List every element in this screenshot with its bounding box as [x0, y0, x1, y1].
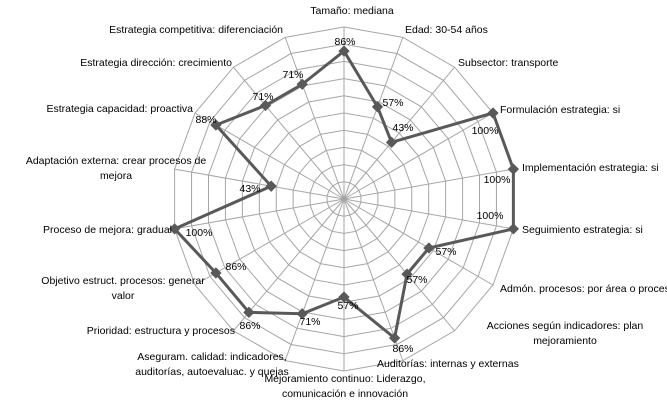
- axis-label: Seguimiento estrategia: si: [522, 224, 643, 236]
- data-label: 100%: [186, 227, 213, 239]
- axis-label: Estrategia competitiva: diferenciación: [109, 24, 283, 36]
- axis-spoke: [343, 198, 455, 332]
- axis-label: auditorías, autoevaluac. y quejas: [135, 366, 289, 378]
- axis-label: comunicación e innovación: [282, 388, 408, 400]
- data-label: 100%: [477, 210, 504, 222]
- axis-label: Adaptación externa: crear procesos de: [26, 155, 207, 167]
- data-label: 100%: [472, 125, 499, 137]
- axis-label: Acciones según indicadores: plan: [487, 320, 644, 332]
- data-point: [388, 332, 401, 344]
- data-label: 71%: [252, 91, 273, 103]
- data-point: [265, 180, 277, 192]
- axis-label: Implementación estrategia: si: [522, 162, 659, 174]
- axis-label: Tamaño: mediana: [310, 5, 394, 17]
- axis-spoke: [343, 198, 404, 361]
- data-label: 86%: [392, 343, 413, 355]
- axis-label: Aseguram. calidad: indicadores,: [137, 351, 286, 363]
- data-label: 88%: [195, 114, 216, 126]
- data-point: [338, 45, 350, 57]
- axis-spoke: [233, 66, 345, 200]
- axis-label: Admón. procesos: por área o proceso: [500, 283, 667, 295]
- axis-spoke: [343, 198, 494, 286]
- axis-label: mejoramiento: [533, 335, 597, 347]
- data-label: 57%: [406, 274, 427, 286]
- axis-spoke: [194, 198, 345, 286]
- data-point: [338, 291, 350, 303]
- axis-label: mejora: [100, 170, 132, 182]
- data-point: [401, 268, 413, 280]
- axis-label: Formulación estrategia: si: [500, 104, 620, 116]
- data-point: [296, 308, 308, 320]
- axis-label: Proceso de mejora: gradual: [43, 224, 172, 236]
- axis-spoke: [174, 198, 345, 230]
- axis-spoke: [343, 66, 455, 200]
- axis-label: Edad: 30-54 años: [405, 24, 488, 36]
- axis-label: valor: [112, 290, 135, 302]
- axis-label: Estrategia dirección: crecimiento: [80, 57, 232, 69]
- data-label: 43%: [392, 122, 413, 134]
- axis-label: Prioridad: estructura y procesos: [87, 325, 235, 337]
- data-label: 100%: [484, 174, 511, 186]
- data-point: [210, 267, 222, 279]
- axis-spoke: [284, 37, 345, 200]
- axis-spoke: [343, 37, 404, 200]
- data-point: [168, 223, 181, 235]
- data-label: 57%: [435, 246, 456, 258]
- data-label: 57%: [337, 300, 358, 312]
- axis-spoke: [284, 198, 345, 361]
- data-label: 71%: [282, 69, 303, 81]
- axis-spoke: [343, 168, 514, 200]
- axis-label: Mejoramiento continuo: Liderazgo,: [264, 373, 425, 385]
- data-label: 43%: [239, 183, 260, 195]
- axis-label: Auditorías: internas y externas: [377, 358, 519, 370]
- data-point: [385, 136, 398, 149]
- axis-spoke: [343, 198, 514, 230]
- data-label: 71%: [299, 316, 320, 328]
- data-label: 86%: [239, 320, 260, 332]
- axis-label: Objetivo estruct. procesos: generar: [41, 275, 205, 287]
- data-point: [243, 306, 255, 318]
- data-point: [507, 223, 520, 235]
- data-point: [423, 242, 435, 254]
- data-label: 57%: [382, 97, 403, 109]
- data-label: 86%: [225, 261, 246, 273]
- axis-spoke: [343, 112, 494, 200]
- axis-label: Estrategia capacidad: proactiva: [46, 103, 193, 115]
- axis-spoke: [233, 198, 345, 332]
- axis-label: Subsector: transporte: [458, 57, 559, 69]
- axis-spoke: [174, 168, 345, 200]
- data-label: 86%: [334, 36, 355, 48]
